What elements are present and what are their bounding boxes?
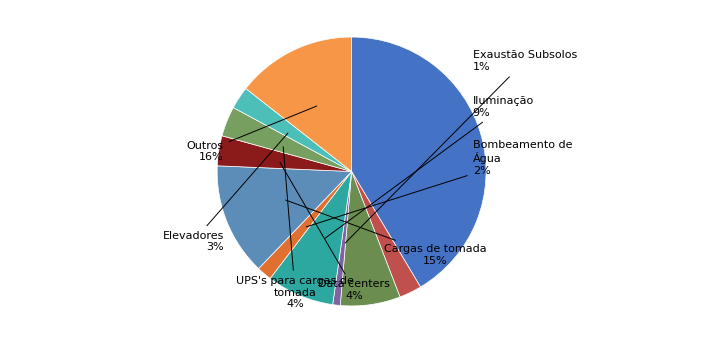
Wedge shape — [218, 136, 352, 172]
Wedge shape — [352, 37, 486, 287]
Text: Elevadores
3%: Elevadores 3% — [162, 133, 288, 252]
Text: Data centers
4%: Data centers 4% — [280, 163, 390, 300]
Text: Exaustão Subsolos
1%: Exaustão Subsolos 1% — [345, 50, 577, 243]
Wedge shape — [259, 172, 352, 279]
Wedge shape — [270, 172, 352, 305]
Text: Bombeamento de
Água
2%: Bombeamento de Água 2% — [306, 140, 572, 227]
Wedge shape — [233, 88, 352, 172]
Text: Cargas de tomada
15%: Cargas de tomada 15% — [286, 200, 486, 266]
Wedge shape — [222, 108, 352, 172]
Wedge shape — [333, 172, 352, 306]
Wedge shape — [218, 166, 352, 269]
Wedge shape — [352, 172, 420, 297]
Wedge shape — [340, 172, 400, 306]
Text: Iluminação
9%: Iluminação 9% — [326, 96, 534, 238]
Text: UPS's para cargas de
tomada
4%: UPS's para cargas de tomada 4% — [236, 147, 354, 309]
Text: Outros
16%: Outros 16% — [187, 106, 317, 162]
Wedge shape — [246, 37, 352, 172]
